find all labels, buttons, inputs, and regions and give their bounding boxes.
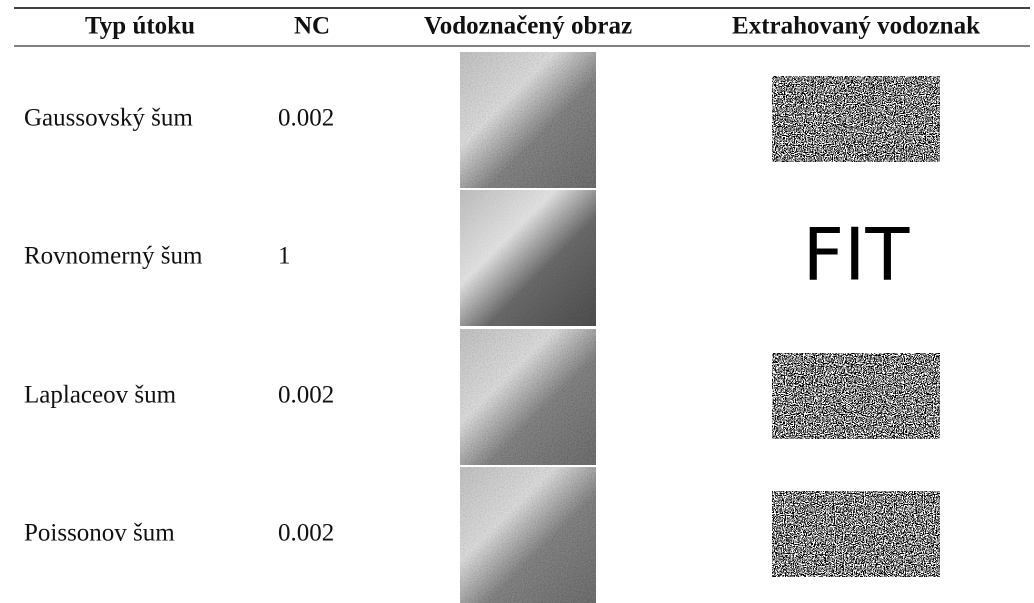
nc-value: 0.002: [278, 105, 334, 132]
header-cell: NC: [294, 13, 330, 40]
image-texture: [460, 467, 596, 603]
attack-type: Gaussovský šum: [24, 105, 193, 132]
header-cell: Extrahovaný vodoznak: [732, 13, 980, 40]
nc-value: 1: [278, 243, 291, 270]
table-body: Gaussovský šum 0.002 Rovnomerný šum 1 FIT Lap…: [24, 52, 940, 603]
attack-type: Rovnomerný šum: [24, 243, 203, 270]
attack-type: Laplaceov šum: [24, 382, 177, 409]
nc-value: 0.002: [278, 520, 334, 547]
extracted-watermark-text: FIT: [803, 213, 911, 297]
image-texture: [460, 52, 596, 188]
header-cell: Vodoznačený obraz: [424, 13, 632, 40]
header-cell: Typ útoku: [85, 13, 195, 40]
image-texture: [460, 329, 596, 465]
extracted-watermark-noise: [772, 491, 940, 577]
extracted-watermark-noise: [772, 353, 940, 439]
nc-value: 0.002: [278, 382, 334, 409]
image-texture: [460, 190, 596, 326]
extracted-watermark-noise: [772, 76, 940, 162]
attack-type: Poissonov šum: [24, 520, 175, 547]
